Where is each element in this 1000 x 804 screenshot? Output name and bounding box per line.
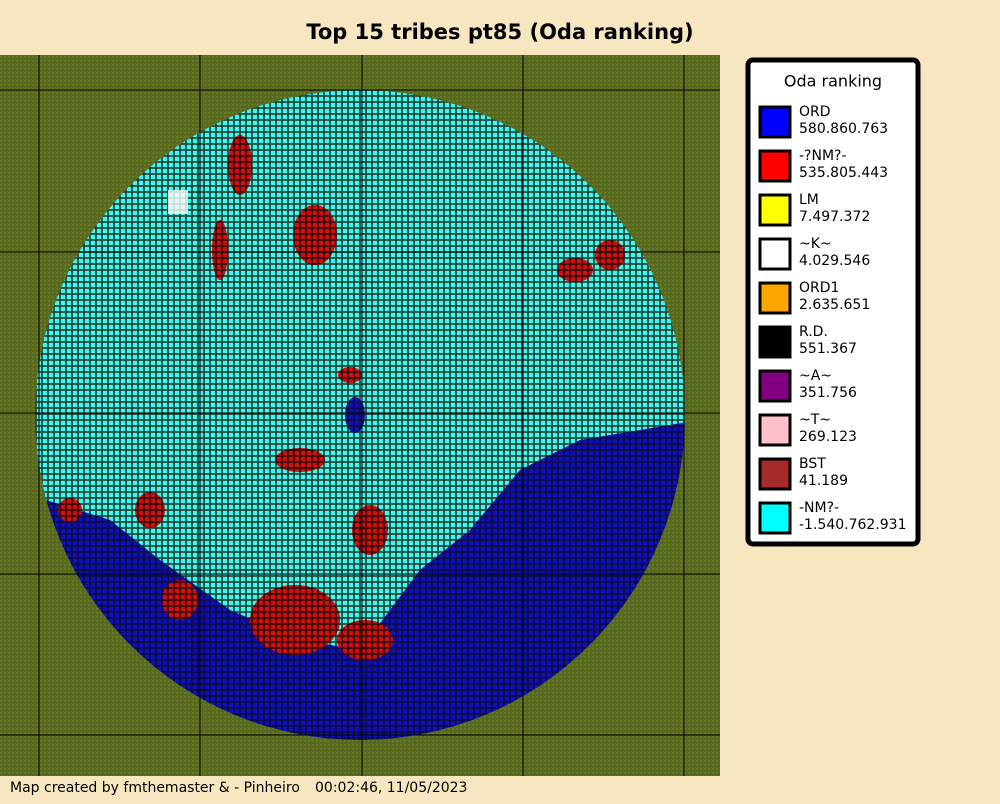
legend-swatch (758, 281, 792, 315)
tribe-area (345, 397, 365, 433)
legend-value: -1.540.762.931 (799, 517, 906, 533)
map-grid (0, 55, 720, 776)
legend-name: ~T~ (799, 412, 831, 428)
legend-value: 269.123 (799, 429, 857, 445)
legend-value: 535.805.443 (799, 165, 888, 181)
legend-value: 351.756 (799, 385, 857, 401)
footer-credit: Map created by fmthemaster & - Pinheiro (10, 780, 300, 796)
legend-title: Oda ranking (784, 72, 882, 91)
legend-name: R.D. (799, 324, 828, 340)
legend-value: 41.189 (799, 473, 848, 489)
legend-swatch (758, 237, 792, 271)
legend-swatch (758, 149, 792, 183)
legend-name: LM (799, 192, 819, 208)
legend-swatch (758, 369, 792, 403)
legend-name: ~A~ (799, 368, 832, 384)
legend-name: ~K~ (799, 236, 832, 252)
legend-value: 4.029.546 (799, 253, 870, 269)
tribe-area (168, 190, 188, 214)
legend-value: 2.635.651 (799, 297, 870, 313)
legend-swatch (758, 193, 792, 227)
map-title: Top 15 tribes pt85 (Oda ranking) (306, 20, 693, 44)
legend-swatch (758, 325, 792, 359)
legend-swatch (758, 105, 792, 139)
legend-swatch (758, 501, 792, 535)
map (0, 55, 720, 776)
legend-value: 551.367 (799, 341, 857, 357)
legend-value: 580.860.763 (799, 121, 888, 137)
legend-value: 7.497.372 (799, 209, 870, 225)
legend-swatch (758, 457, 792, 491)
footer-timestamp: 00:02:46, 11/05/2023 (315, 780, 467, 796)
legend-swatch (758, 413, 792, 447)
legend-name: -?NM?- (799, 148, 847, 164)
legend-name: ORD (799, 104, 831, 120)
legend-name: -NM?- (799, 500, 839, 516)
tribe-areas (58, 135, 625, 660)
legend-name: ORD1 (799, 280, 839, 296)
legend-name: BST (799, 456, 826, 472)
